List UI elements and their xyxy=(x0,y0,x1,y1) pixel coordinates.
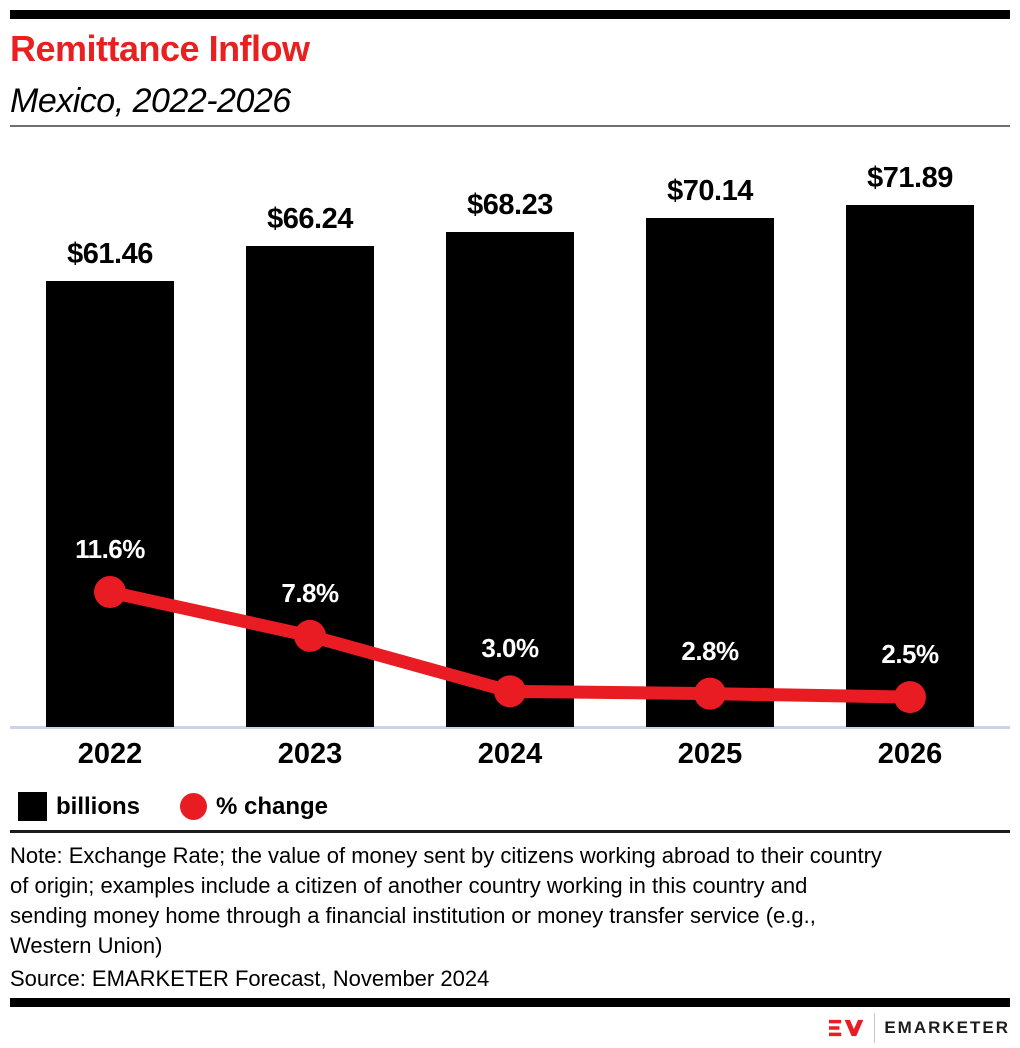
bar-2025 xyxy=(646,217,774,727)
x-axis-label-2022: 2022 xyxy=(77,738,143,770)
legend: billions % change xyxy=(18,792,328,821)
legend-label: billions xyxy=(56,792,140,820)
bar-value-label: $68.23 xyxy=(467,188,553,221)
x-axis-baseline xyxy=(10,726,1010,729)
pct-change-label: 2.5% xyxy=(881,639,939,670)
bar-value-label: $71.89 xyxy=(867,162,953,195)
pct-change-label: 11.6% xyxy=(75,534,145,565)
legend-item--change: % change xyxy=(180,793,328,821)
bar-2026 xyxy=(846,205,974,727)
note-line: sending money home through a financial i… xyxy=(10,903,816,928)
title-divider xyxy=(10,125,1010,127)
logo-divider xyxy=(874,1013,876,1043)
legend-swatch-square xyxy=(18,792,47,821)
note-line: Western Union) xyxy=(10,933,163,958)
bar-value-label: $66.24 xyxy=(267,203,353,236)
note-line: of origin; examples include a citizen of… xyxy=(10,873,808,898)
chart-subtitle: Mexico, 2022-2026 xyxy=(10,82,291,120)
logo-wordmark: EMARKETER xyxy=(884,1018,1010,1037)
legend-item-billions: billions xyxy=(18,792,140,821)
bar-2024 xyxy=(446,231,574,727)
note-line: Note: Exchange Rate; the value of money … xyxy=(10,843,882,868)
emarketer-logo: EMARKETER xyxy=(829,1012,1010,1044)
top-rule xyxy=(10,10,1010,19)
x-axis-label-2023: 2023 xyxy=(277,738,343,770)
chart-source: Source: EMARKETER Forecast, November 202… xyxy=(10,966,490,991)
legend-swatch-circle xyxy=(180,793,207,820)
bottom-rule xyxy=(10,998,1010,1007)
bar-value-label: $70.14 xyxy=(667,174,753,207)
legend-divider xyxy=(10,830,1010,833)
chart-note: Note: Exchange Rate; the value of money … xyxy=(10,841,882,961)
x-axis-label-2024: 2024 xyxy=(477,738,543,770)
x-axis-label-2026: 2026 xyxy=(877,738,943,770)
pct-change-label: 2.8% xyxy=(681,635,739,666)
emarketer-logo-mark xyxy=(829,1019,864,1037)
chart-title: Remittance Inflow xyxy=(10,28,310,69)
pct-change-label: 3.0% xyxy=(481,633,539,664)
bar-2022 xyxy=(46,280,174,727)
legend-label: % change xyxy=(216,792,329,820)
x-axis-label-2025: 2025 xyxy=(677,738,743,770)
bar-value-label: $61.46 xyxy=(67,237,153,270)
pct-change-label: 7.8% xyxy=(281,577,339,608)
